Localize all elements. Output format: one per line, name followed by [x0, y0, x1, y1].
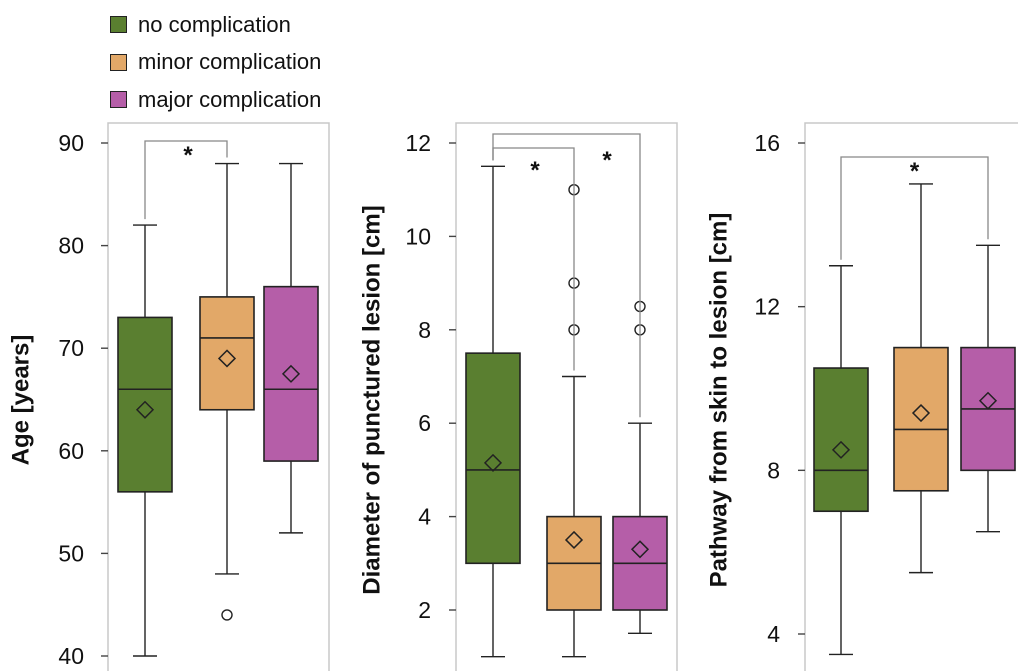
y-tick-label: 50 — [58, 540, 84, 566]
mean-marker — [217, 349, 237, 368]
mean-marker — [630, 540, 650, 559]
significance-star: * — [183, 142, 193, 169]
y-tick-label: 16 — [754, 130, 780, 156]
significance-bracket — [840, 156, 989, 260]
y-tick-label: 12 — [405, 130, 431, 156]
mean-marker — [564, 530, 584, 550]
outlier-point — [221, 609, 233, 621]
legend-item-major-complication: major complication — [110, 81, 321, 119]
y-tick-label: 8 — [418, 317, 431, 343]
plot-frame — [107, 122, 330, 671]
mean-marker — [911, 403, 931, 423]
y-tick-label: 4 — [767, 621, 780, 647]
significance-bracket — [144, 140, 228, 220]
y-axis-label: Pathway from skin to lesion [cm] — [705, 213, 732, 588]
mean-marker — [281, 364, 301, 383]
significance-star: * — [602, 147, 612, 174]
legend-item-minor-complication: minor complication — [110, 44, 321, 82]
y-tick-label: 12 — [754, 294, 780, 320]
y-tick-label: 80 — [58, 233, 84, 259]
mean-marker — [831, 440, 851, 459]
box-1 — [893, 346, 949, 492]
y-tick-label: 90 — [58, 130, 84, 156]
y-tick-label: 60 — [58, 438, 84, 464]
box-1 — [199, 296, 255, 411]
box-0 — [117, 316, 173, 493]
box-2 — [263, 285, 319, 462]
significance-bracket — [492, 133, 641, 418]
significance-star: * — [530, 157, 540, 184]
significance-star: * — [910, 158, 920, 185]
box-0 — [813, 367, 869, 513]
legend-item-no-complication: no complication — [110, 6, 321, 44]
y-tick-label: 70 — [58, 335, 84, 361]
y-tick-label: 8 — [767, 457, 780, 483]
legend-label: minor complication — [138, 49, 322, 75]
y-tick-label: 2 — [418, 597, 431, 623]
plot-frame — [804, 122, 1018, 671]
legend-swatch-green — [110, 16, 127, 34]
legend-swatch-purple — [110, 91, 127, 109]
plot-frame — [455, 122, 678, 671]
y-tick-label: 10 — [405, 223, 431, 249]
legend-label: no complication — [138, 11, 291, 37]
y-tick-label: 40 — [58, 643, 84, 669]
mean-marker — [135, 400, 155, 419]
mean-marker — [978, 391, 998, 410]
y-axis-label: Age [years] — [7, 335, 34, 466]
y-axis-label: Diameter of punctured lesion [cm] — [358, 205, 385, 594]
legend-swatch-orange — [110, 53, 127, 71]
y-tick-label: 4 — [418, 504, 431, 530]
legend-label: major complication — [138, 86, 322, 112]
mean-marker — [483, 453, 503, 472]
legend: no complication minor complication major… — [110, 6, 321, 119]
y-tick-label: 6 — [418, 410, 431, 436]
box-0 — [465, 352, 521, 565]
